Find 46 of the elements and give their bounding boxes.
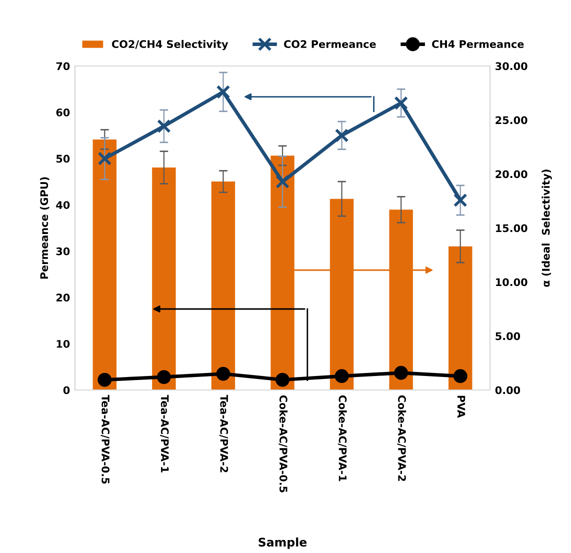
x-tick-label: Tea-AC/PVA-1 <box>160 394 169 472</box>
point <box>98 152 112 166</box>
point <box>216 84 230 99</box>
y2-tick-label: 25.00 <box>496 116 528 124</box>
point <box>453 193 468 208</box>
x-tick-label: PVA <box>457 396 466 418</box>
y-tick-label: 60 <box>56 108 70 116</box>
point <box>453 369 468 384</box>
y2-tick-label: 30.00 <box>496 62 528 70</box>
y-tick-label: 10 <box>56 340 70 348</box>
point <box>276 372 290 387</box>
point <box>334 369 349 384</box>
bar <box>448 246 472 390</box>
y-tick-label: 70 <box>56 62 70 70</box>
x-tick-label: Coke-AC/PVA-0.5 <box>278 395 288 492</box>
x-tick-label: Tea-AC/PVA-0.5 <box>100 394 110 484</box>
point <box>394 366 408 380</box>
y2-tick-label: 20.00 <box>496 170 528 178</box>
y-tick-label: 0 <box>63 386 70 394</box>
y-tick-label: 20 <box>56 294 70 302</box>
legend-label: CO2/CH4 Selectivity <box>112 40 228 50</box>
x-tick-label: Coke-AC/PVA-1 <box>338 395 347 482</box>
point <box>334 128 349 142</box>
y2-axis-title: α (Ideal Selectivity) <box>542 170 552 287</box>
x-axis-title: Sample <box>258 537 307 549</box>
point <box>98 372 112 387</box>
x-tick-label: Coke-AC/PVA-2 <box>397 395 406 481</box>
bar <box>92 139 116 390</box>
legend-label: CH4 Permeance <box>432 40 524 48</box>
bar <box>211 182 236 390</box>
point <box>276 174 290 189</box>
legend-label: CO2 Permeance <box>284 40 376 48</box>
point <box>156 370 171 384</box>
point <box>156 119 171 134</box>
y-tick-label: 30 <box>56 247 70 256</box>
y2-tick-label: 10.00 <box>496 278 528 286</box>
y-tick-label: 50 <box>56 154 70 163</box>
y2-tick-label: 0.00 <box>495 386 520 394</box>
y2-tick-label: 15.00 <box>496 224 528 232</box>
y-tick-label: 40 <box>56 201 70 209</box>
y2-tick-label: 5.00 <box>496 332 520 340</box>
point <box>394 96 408 110</box>
bar <box>152 168 176 390</box>
x-tick-label: Tea-AC/PVA-2 <box>219 394 228 472</box>
point <box>216 366 230 381</box>
y-axis-title: Permeance (GPU) <box>40 177 50 279</box>
